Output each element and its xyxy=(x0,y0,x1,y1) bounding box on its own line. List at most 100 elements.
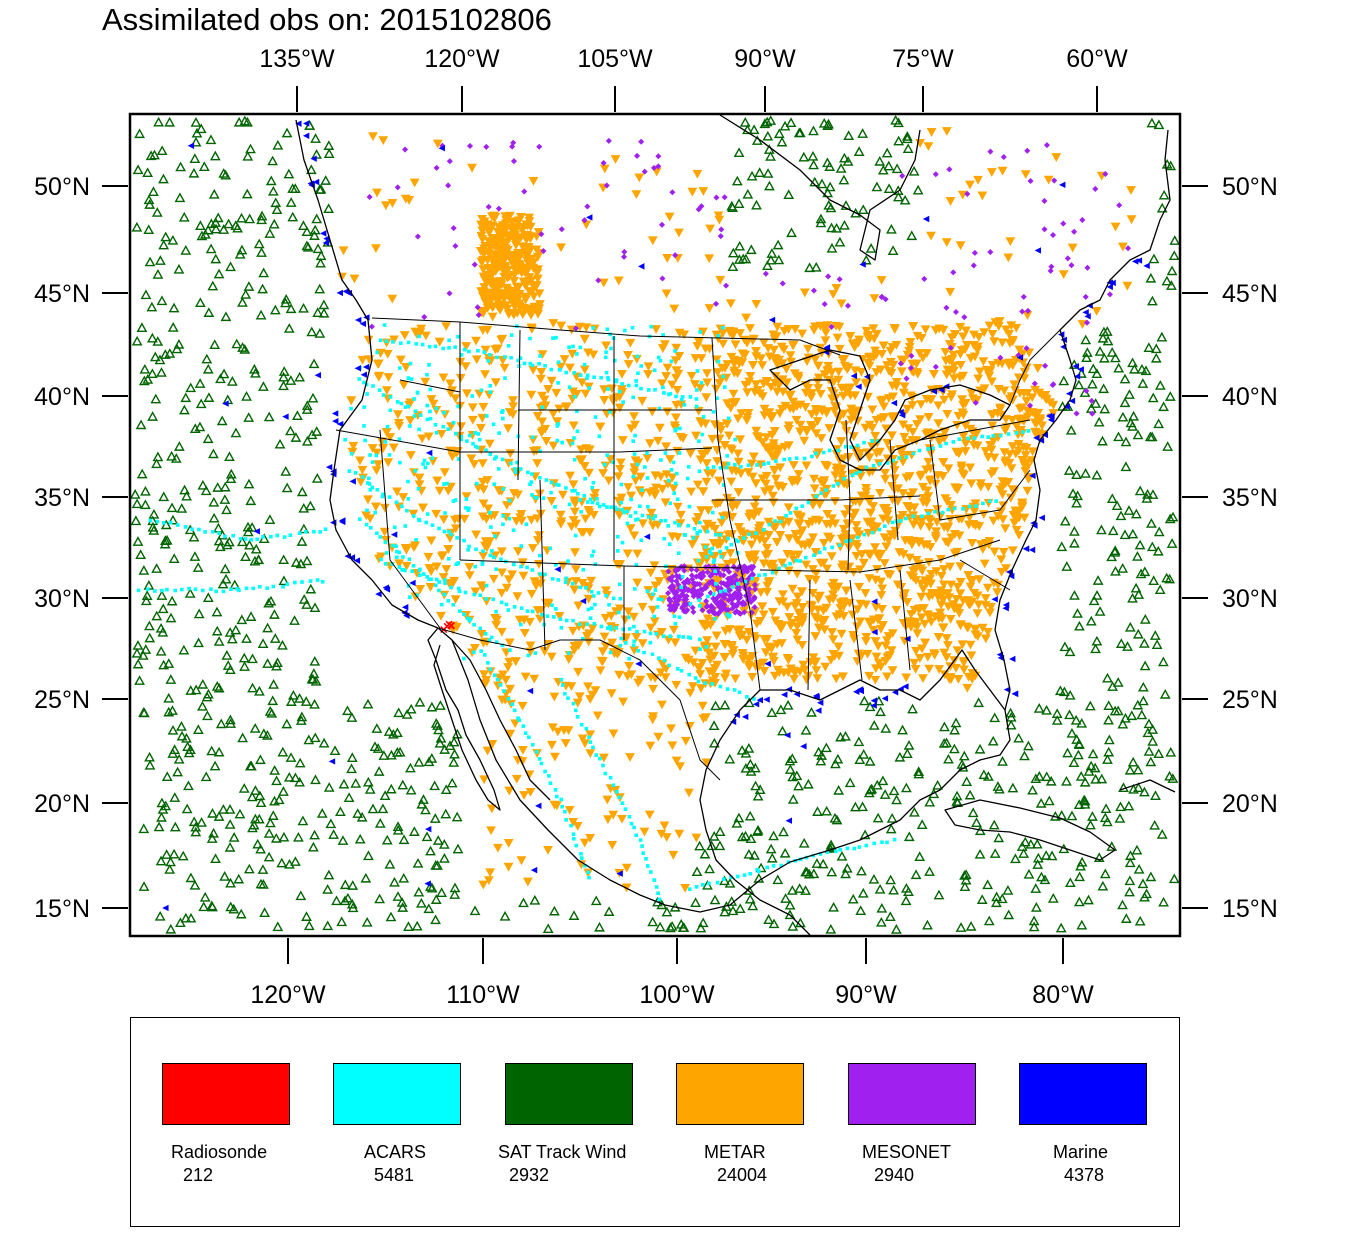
metar-point xyxy=(803,383,814,393)
sat-track-wind-point xyxy=(194,378,206,388)
mesonet-point xyxy=(961,314,968,321)
sat-track-wind-point xyxy=(180,245,192,255)
sat-track-wind-point xyxy=(863,787,875,798)
metar-point xyxy=(730,397,741,407)
metar-point xyxy=(1022,486,1033,496)
metar-point xyxy=(726,477,737,487)
acars-point xyxy=(648,640,653,645)
metar-point xyxy=(826,368,837,378)
sat-track-wind-point xyxy=(354,833,366,844)
metar-point xyxy=(861,600,871,610)
acars-point xyxy=(395,555,399,560)
acars-point xyxy=(560,683,565,687)
sat-track-wind-point xyxy=(784,764,796,774)
metar-point xyxy=(942,589,953,598)
metar-point xyxy=(764,577,775,586)
mesonet-point xyxy=(1043,142,1050,149)
acars-point xyxy=(394,544,398,549)
sat-track-wind-point xyxy=(318,737,330,748)
metar-point xyxy=(983,482,994,492)
metar-point xyxy=(985,608,995,618)
sat-track-wind-point xyxy=(1146,518,1157,528)
metar-point xyxy=(950,530,960,539)
metar-point xyxy=(559,355,570,364)
sat-track-wind-point xyxy=(283,323,295,333)
metar-point xyxy=(405,416,416,425)
metar-point xyxy=(794,519,805,529)
sat-track-wind-point xyxy=(1132,764,1144,775)
acars-point xyxy=(698,647,702,652)
sat-track-wind-point xyxy=(196,817,207,827)
sat-track-wind-point xyxy=(253,813,265,824)
acars-point xyxy=(892,837,897,842)
metar-point xyxy=(750,662,761,672)
sat-track-wind-point xyxy=(263,851,275,862)
sat-track-wind-point xyxy=(408,826,420,836)
metar-point xyxy=(661,442,671,452)
metar-point xyxy=(534,489,545,499)
mesonet-point xyxy=(724,564,731,571)
acars-point xyxy=(729,875,733,880)
acars-point xyxy=(622,510,626,515)
sat-track-wind-point xyxy=(1078,794,1090,805)
acars-point xyxy=(570,489,575,493)
metar-point xyxy=(732,625,743,635)
metar-point xyxy=(583,505,594,515)
sat-track-wind-point xyxy=(323,148,335,159)
sat-track-wind-point xyxy=(426,882,438,893)
sat-track-wind-point xyxy=(971,817,982,827)
acars-point xyxy=(644,856,648,861)
sat-track-wind-point xyxy=(893,135,905,146)
metar-point xyxy=(809,474,819,484)
sat-track-wind-point xyxy=(1087,811,1098,821)
sat-track-wind-point xyxy=(193,637,204,648)
sat-track-wind-point xyxy=(306,673,318,684)
metar-point xyxy=(595,422,606,432)
sat-track-wind-point xyxy=(1149,630,1161,640)
sat-track-wind-point xyxy=(269,304,281,315)
sat-track-wind-point xyxy=(364,784,376,794)
metar-point xyxy=(823,361,834,371)
metar-point xyxy=(910,665,921,674)
metar-point xyxy=(667,473,678,483)
acars-point xyxy=(537,757,542,761)
metar-point xyxy=(921,465,932,475)
acars-point xyxy=(484,597,489,601)
metar-point xyxy=(418,503,428,513)
acars-point xyxy=(697,598,701,603)
sat-track-wind-point xyxy=(1127,528,1139,539)
sat-track-wind-point xyxy=(1142,489,1153,499)
acars-point xyxy=(855,535,860,540)
metar-point xyxy=(599,632,610,642)
metar-point xyxy=(625,338,636,348)
metar-point xyxy=(782,654,793,663)
sat-track-wind-point xyxy=(280,466,292,476)
sat-track-wind-point xyxy=(733,812,745,823)
metar-point xyxy=(760,487,770,497)
metar-point xyxy=(1051,153,1062,162)
sat-track-wind-point xyxy=(237,297,248,307)
sat-track-wind-point xyxy=(426,701,438,712)
sat-track-wind-point xyxy=(775,704,787,715)
acars-point xyxy=(711,592,716,596)
sat-track-wind-point xyxy=(295,715,307,725)
acars-point xyxy=(249,537,254,542)
acars-point xyxy=(571,832,576,836)
metar-point xyxy=(905,337,916,347)
acars-point xyxy=(604,593,609,598)
sat-track-wind-point xyxy=(751,199,762,210)
sat-track-wind-point xyxy=(865,243,877,253)
mesonet-point xyxy=(633,152,641,159)
mesonet-point xyxy=(844,302,852,309)
metar-point xyxy=(1009,380,1020,390)
sat-track-wind-point xyxy=(178,211,190,222)
sat-track-wind-point xyxy=(822,120,833,131)
metar-point xyxy=(725,299,736,309)
metar-point xyxy=(687,682,698,691)
sat-track-wind-point xyxy=(1064,877,1076,888)
acars-point xyxy=(384,551,389,555)
metar-point xyxy=(941,370,952,380)
sat-track-wind-point xyxy=(188,531,200,542)
metar-point xyxy=(952,646,963,656)
sat-track-wind-point xyxy=(1099,868,1111,879)
